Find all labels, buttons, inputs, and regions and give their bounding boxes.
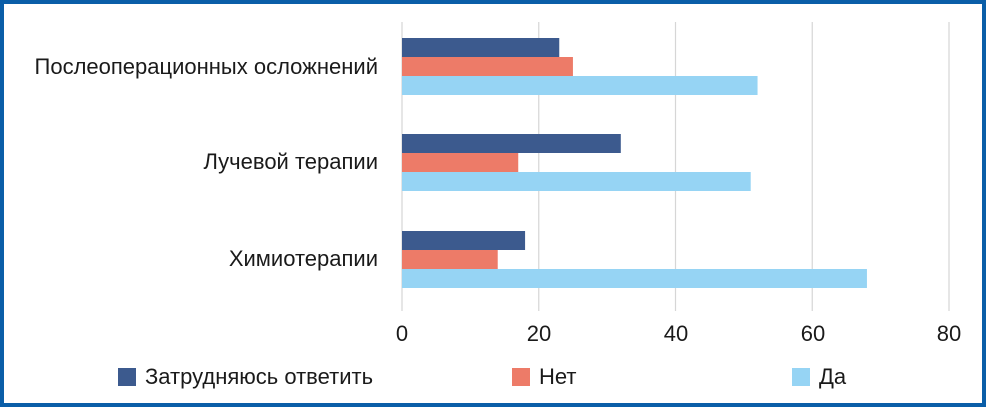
bar-unsure-2: [402, 231, 526, 250]
x-axis-ticks: 0 20 40 60 80: [396, 321, 961, 346]
tick-label-80: 80: [937, 321, 961, 346]
category-label-postop: Послеоперационных осложнений: [35, 54, 378, 79]
bar-unsure-0: [402, 38, 560, 57]
legend-label-no: Нет: [539, 364, 576, 389]
legend: Затрудняюсь ответить Нет Да: [118, 364, 847, 389]
bar-no-1: [402, 153, 519, 172]
legend-swatch-no: [512, 368, 530, 386]
bar-unsure-1: [402, 134, 621, 153]
tick-label-40: 40: [664, 321, 688, 346]
legend-label-yes: Да: [819, 364, 847, 389]
bar-yes-2: [402, 269, 867, 288]
tick-label-20: 20: [527, 321, 551, 346]
bars: [402, 38, 867, 288]
tick-label-60: 60: [801, 321, 825, 346]
bar-yes-1: [402, 172, 751, 191]
category-label-chemo: Химиотерапии: [229, 246, 378, 271]
bar-no-0: [402, 57, 573, 76]
legend-swatch-yes: [792, 368, 810, 386]
bar-yes-0: [402, 76, 758, 95]
category-label-radiation: Лучевой терапии: [204, 149, 379, 174]
legend-swatch-unsure: [118, 368, 136, 386]
tick-label-0: 0: [396, 321, 408, 346]
category-labels: Послеоперационных осложнений Лучевой тер…: [35, 54, 378, 271]
bar-no-2: [402, 250, 498, 269]
legend-label-unsure: Затрудняюсь ответить: [145, 364, 373, 389]
